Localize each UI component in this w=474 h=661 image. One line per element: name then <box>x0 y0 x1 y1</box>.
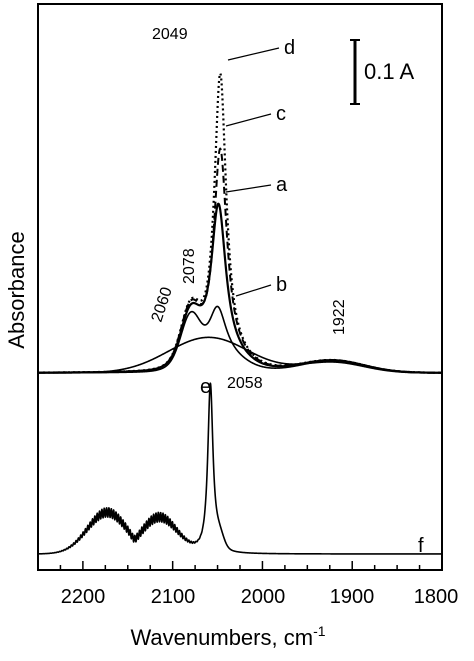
x-tick-label-2200: 2200 <box>61 586 106 608</box>
x-tick-label-2000: 2000 <box>241 586 286 608</box>
series-line-e <box>37 336 443 374</box>
peak-label-2049: 2049 <box>152 26 188 43</box>
series-line-f <box>37 382 443 555</box>
x-tick-label-2100: 2100 <box>151 586 196 608</box>
series-label-c: c <box>276 103 286 125</box>
leader-a <box>225 184 272 193</box>
leader-b <box>235 284 272 297</box>
x-axis-title-text: Wavenumbers, cm <box>130 625 313 650</box>
scale-bar-label: 0.1 A <box>364 59 414 84</box>
x-axis-title: Wavenumbers, cm-1 <box>130 623 325 650</box>
leader-d <box>227 47 280 61</box>
x-axis-ticks <box>37 561 443 570</box>
peak-label-2058: 2058 <box>227 375 263 392</box>
leader-c <box>225 113 272 127</box>
peak-label-2060: 2060 <box>149 285 176 324</box>
series-curves <box>37 72 443 555</box>
y-axis-title: Absorbance <box>4 231 29 348</box>
plot-frame <box>37 3 443 571</box>
series-label-b: b <box>276 274 287 296</box>
peak-label-1922: 1922 <box>331 299 348 335</box>
x-tick-label-1900: 1900 <box>330 586 375 608</box>
peak-label-2078: 2078 <box>181 248 198 284</box>
series-label-a: a <box>276 174 288 196</box>
series-line-d <box>37 72 443 374</box>
x-tick-label-1800: 1800 <box>414 586 459 608</box>
series-label-f: f <box>418 535 424 557</box>
series-label-e: e <box>200 376 211 398</box>
series-label-d: d <box>284 37 295 59</box>
x-axis-title-superscript: -1 <box>313 623 326 639</box>
